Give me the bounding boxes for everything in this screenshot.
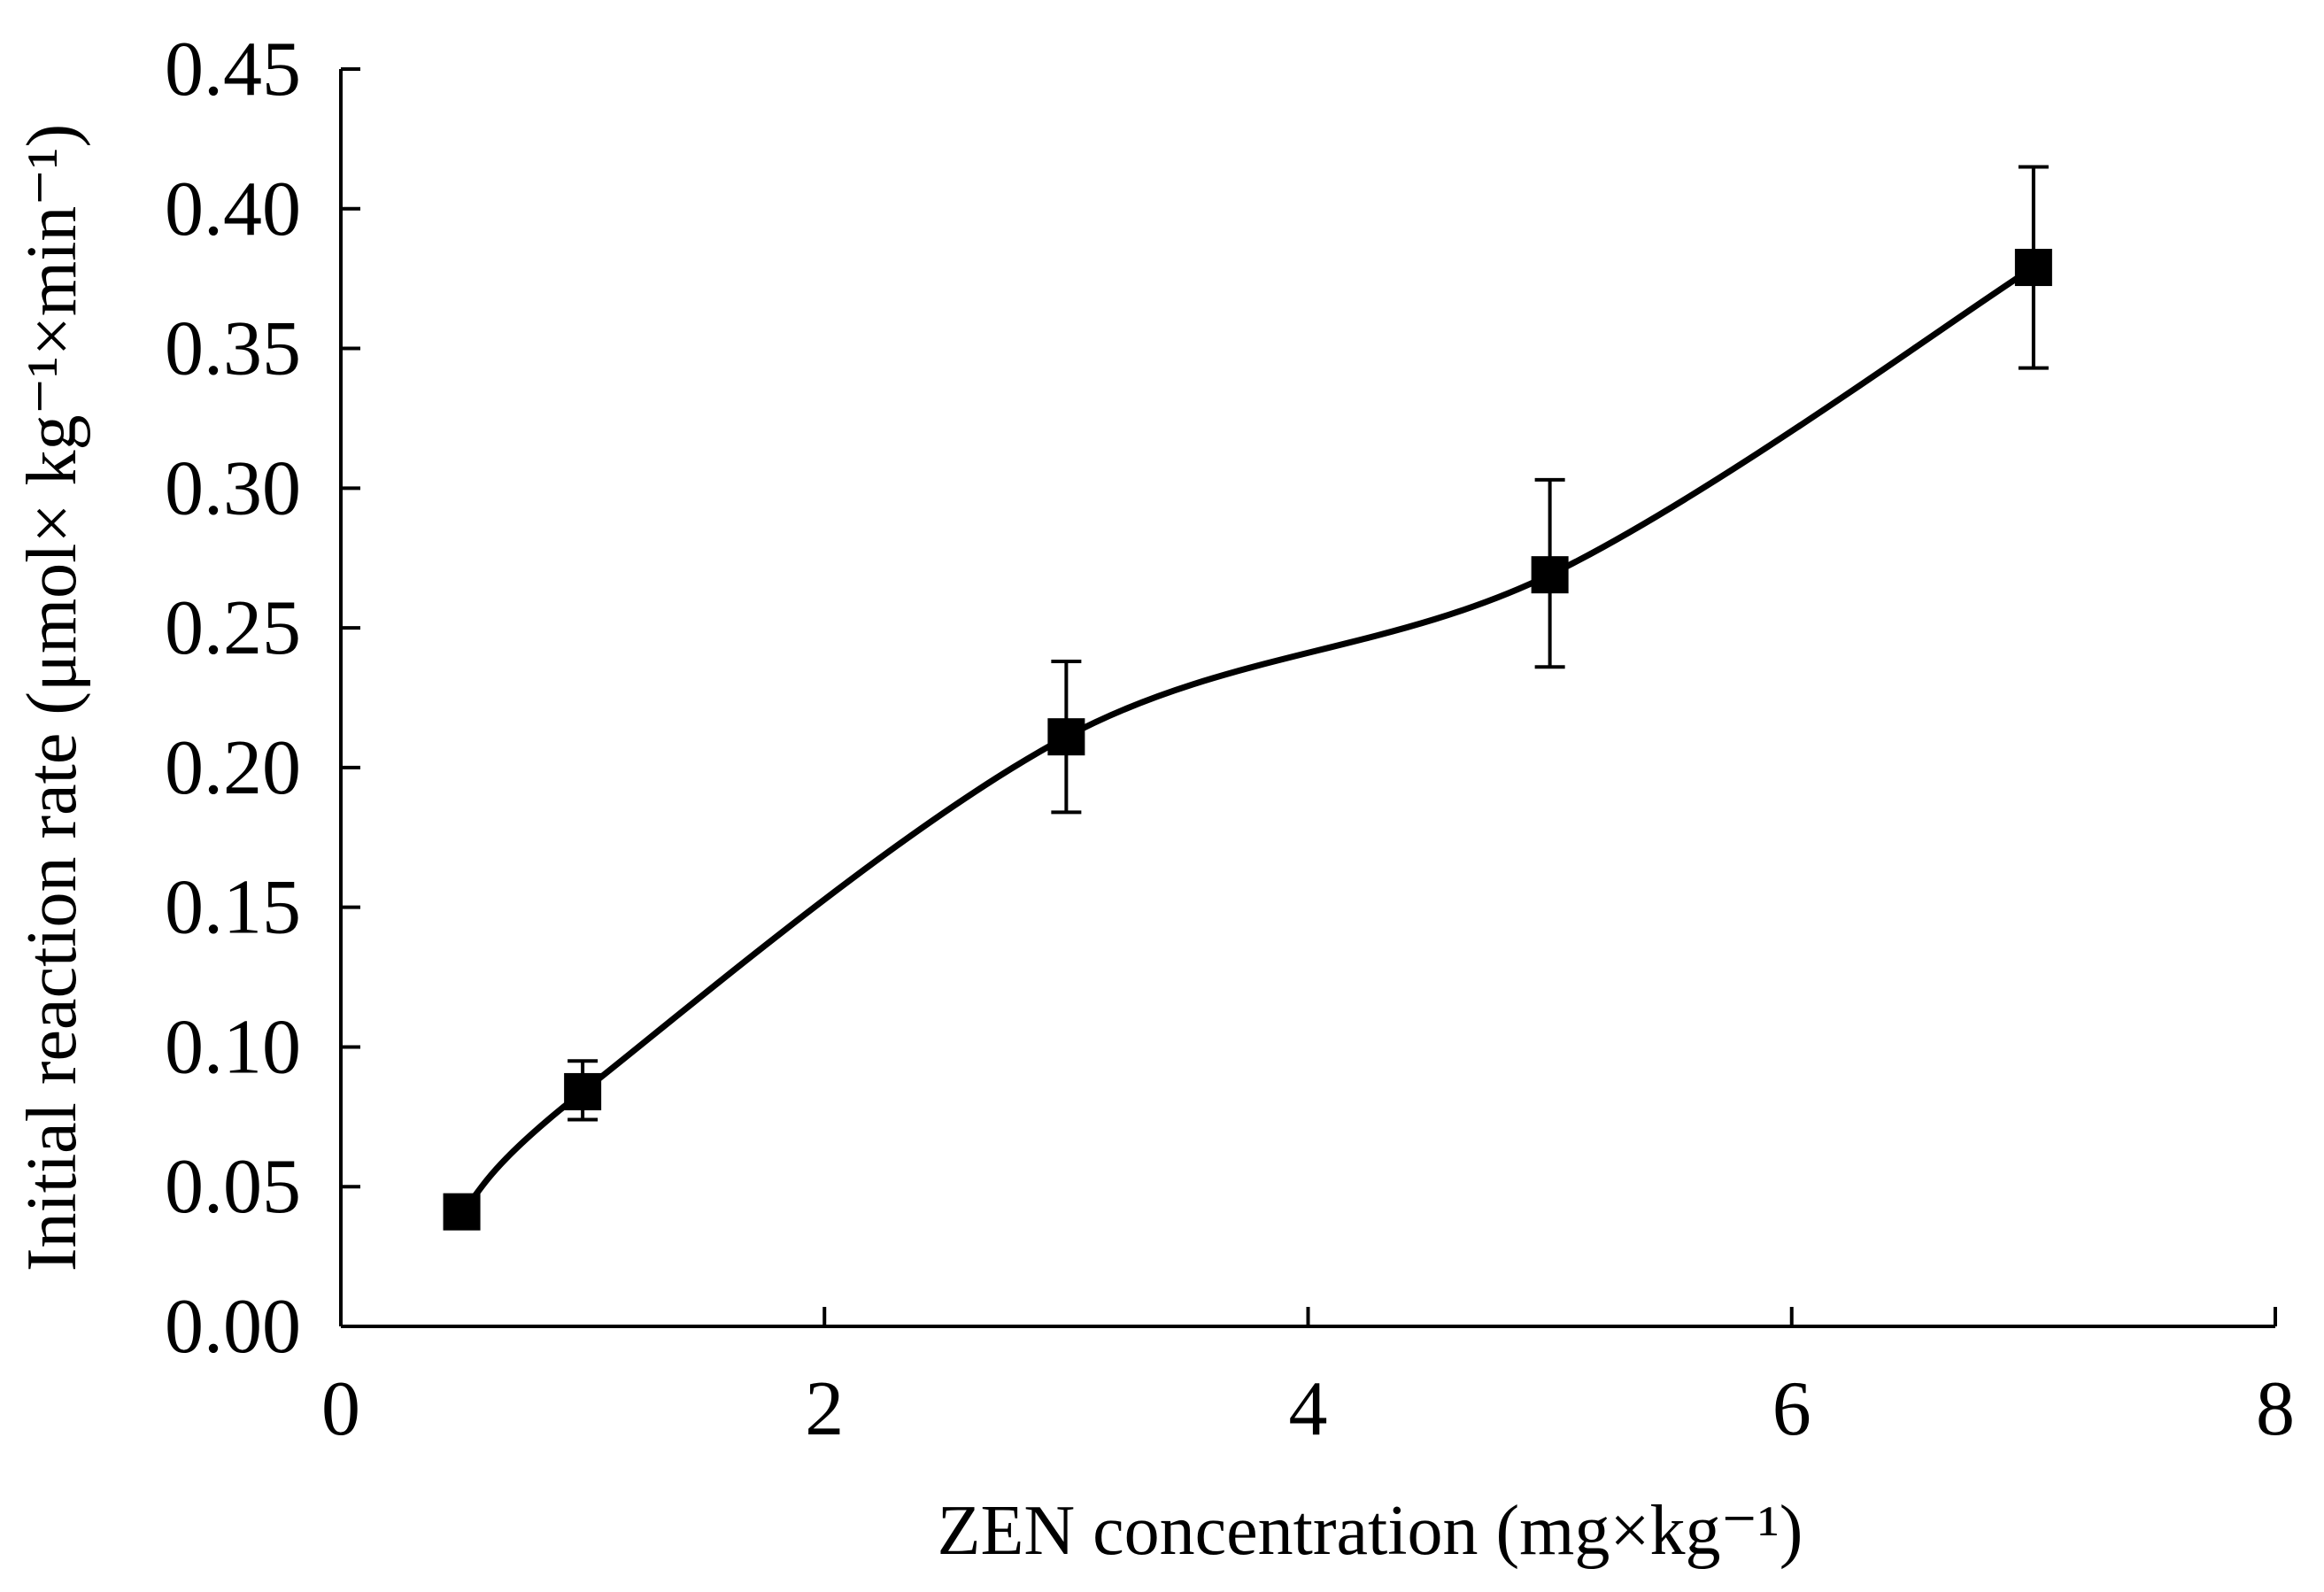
y-tick-label: 0.00 (165, 1284, 301, 1370)
x-tick-label: 2 (805, 1366, 844, 1452)
x-tick-label: 6 (1772, 1366, 1811, 1452)
y-tick-label: 0.30 (165, 445, 301, 531)
data-point-marker (1047, 718, 1085, 756)
data-point-marker (564, 1072, 602, 1110)
x-tick-label: 4 (1289, 1366, 1328, 1452)
y-axis-title: Initial reaction rate (μmol× kg⁻¹×min⁻¹) (13, 124, 91, 1271)
data-point-marker (443, 1193, 481, 1231)
series-line (459, 265, 2035, 1215)
x-axis-title: ZEN concentration (mg×kg⁻¹) (938, 1492, 1803, 1570)
y-tick-label: 0.45 (165, 27, 301, 112)
axes (339, 69, 2275, 1328)
y-tick-label: 0.10 (165, 1004, 301, 1090)
x-tick-label: 8 (2256, 1366, 2295, 1452)
x-tick-label: 0 (321, 1366, 360, 1452)
y-tick-label: 0.40 (165, 166, 301, 252)
y-tick-label: 0.35 (165, 306, 301, 392)
y-tick-label: 0.05 (165, 1144, 301, 1230)
y-axis-ticks: 0.00 0.05 0.10 0.15 0.20 0.25 0.30 0.35 0.40 0.45 (165, 27, 360, 1370)
data-markers (443, 249, 2052, 1231)
y-tick-label: 0.15 (165, 865, 301, 951)
y-tick-label: 0.20 (165, 725, 301, 811)
y-tick-label: 0.25 (165, 585, 301, 671)
x-axis-ticks: 0 2 4 6 8 (321, 1307, 2295, 1452)
data-point-marker (2014, 249, 2052, 287)
error-bars (567, 165, 2049, 1122)
data-point-marker (1531, 556, 1569, 594)
